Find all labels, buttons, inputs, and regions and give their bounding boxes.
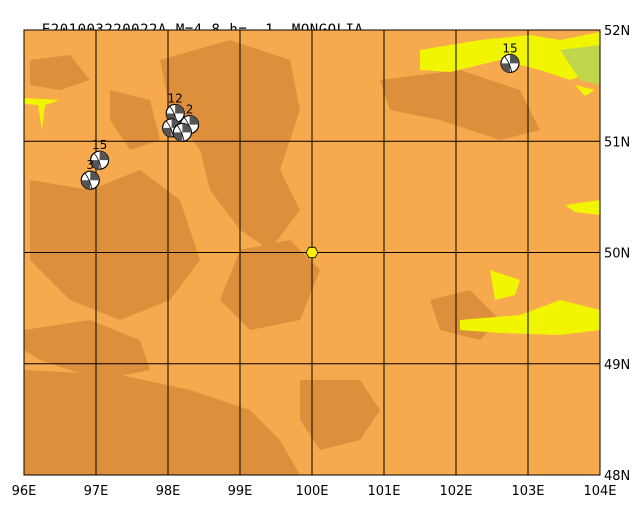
lon-label: 101E [367, 484, 400, 499]
lat-label: 50N [604, 247, 630, 262]
lat-label: 49N [604, 358, 630, 373]
lon-label: 102E [439, 484, 472, 499]
event-label: 15 [92, 138, 107, 152]
lon-label: 97E [84, 484, 109, 499]
lon-label: 96E [12, 484, 37, 499]
event-label: 2 [186, 103, 194, 117]
lowland-terrain [24, 32, 600, 335]
lat-label: 48N [604, 469, 630, 484]
event-label: 15 [502, 41, 517, 55]
lon-label: 98E [156, 484, 181, 499]
map-frame [23, 29, 601, 476]
lon-label: 103E [511, 484, 544, 499]
epicenter-hexagon-icon [305, 246, 319, 259]
focal-mechanism-icon: 3 [80, 158, 100, 190]
event-label: 3 [86, 158, 94, 172]
highland-terrain [24, 40, 540, 475]
lat-label: 51N [604, 135, 630, 150]
lon-label: 104E [583, 484, 616, 499]
lon-label: 99E [228, 484, 253, 499]
focal-mechanism-icon [172, 122, 192, 142]
focal-mechanism-icon: 15 [89, 138, 110, 170]
lat-label: 52N [604, 24, 630, 39]
lon-label: 100E [295, 484, 328, 499]
event-label: 12 [168, 91, 183, 105]
epicenter-marker [305, 246, 319, 259]
event-markers: 122 15 3 15 [80, 41, 520, 190]
focal-mechanism-icon: 12 [165, 91, 185, 124]
focal-mechanism-icon: 15 [500, 41, 520, 73]
